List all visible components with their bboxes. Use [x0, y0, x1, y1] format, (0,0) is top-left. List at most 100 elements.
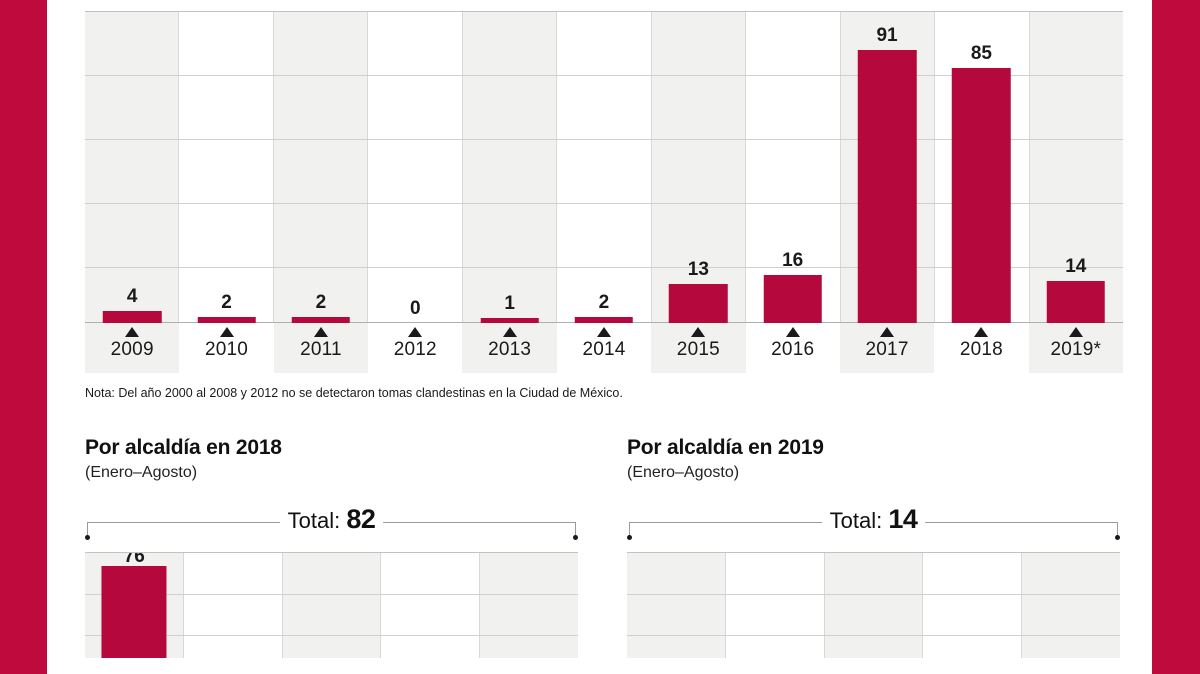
chart-column-2013: [462, 11, 558, 323]
x-axis-label-2010: 2010: [205, 339, 249, 360]
total-bracket-row: Total: 14: [627, 504, 1120, 546]
bar-value-2016: 16: [782, 250, 804, 271]
bar-cell-2014: 2: [557, 11, 651, 323]
panel-subtitle: (Enero–Agosto): [627, 464, 740, 481]
bar-2016: [763, 275, 822, 323]
bracket-tick-right: [575, 522, 576, 537]
chart-x-axis: 2009 2010 2011 2012 2013 2014 2015 2016 2017 2018…: [85, 323, 1123, 373]
bracket-dot-right: [1115, 535, 1120, 540]
chart-column-2015: [651, 11, 747, 323]
left-accent-band: [0, 0, 47, 674]
x-axis-cell-2015: 2015: [651, 323, 746, 373]
gridline-2: [85, 139, 1123, 140]
chart-bars: 4 2 2 0 1 2 13 16 91 85 14: [85, 11, 1123, 323]
subchart-bar-cell-5: [479, 553, 578, 658]
total-bracket-row: Total: 82: [85, 504, 578, 546]
bar-2013: [480, 318, 539, 323]
x-axis-cell-2010: 2010: [179, 323, 274, 373]
chart-column-2019*: [1029, 11, 1123, 323]
total-text: Total: 14: [821, 504, 926, 535]
x-axis-cell-2012: 2012: [368, 323, 463, 373]
x-axis-cell-2016: 2016: [745, 323, 840, 373]
bar-2017: [857, 50, 917, 323]
bracket-line-left: [87, 522, 302, 523]
subchart-column-5: [1022, 553, 1120, 658]
subchart-column-1: [627, 553, 726, 658]
bar-value-2015: 13: [687, 259, 709, 280]
triangle-marker-icon: [408, 327, 423, 337]
bar-value-2012: 0: [409, 298, 421, 319]
panel-2019: Por alcaldía en 2019 (Enero–Agosto) Tota…: [627, 436, 1120, 658]
chart-note: Nota: Del año 2000 al 2008 y 2012 no se …: [85, 386, 623, 400]
bar-2009: [102, 311, 162, 323]
subchart-gridline-0: [85, 594, 578, 595]
x-axis-label-2015: 2015: [676, 339, 720, 360]
subchart-bar-cell-4: [381, 553, 480, 658]
subchart-bars: [627, 553, 1120, 658]
x-axis-label-2014: 2014: [582, 339, 626, 360]
bracket-line-right: [361, 522, 576, 523]
bar-2018: [952, 68, 1011, 323]
subchart-column-3: [282, 553, 382, 658]
subchart-bars: 76: [85, 553, 578, 658]
bar-cell-2009: 4: [85, 11, 179, 323]
x-axis-label-2013: 2013: [488, 339, 532, 360]
subchart-column-5: [480, 553, 578, 658]
chart-column-2014: [557, 11, 652, 323]
triangle-marker-icon: [313, 327, 328, 337]
subchart-column-4: [923, 553, 1023, 658]
bar-cell-2013: 1: [462, 11, 556, 323]
subchart-bar-cell-2: [184, 553, 283, 658]
subchart-column-2: [183, 553, 283, 658]
bar-value-2011: 2: [315, 292, 327, 313]
x-axis-cell-2013: 2013: [462, 323, 557, 373]
bracket-tick-left: [87, 522, 88, 537]
bar-cell-2011: 2: [274, 11, 368, 323]
chart-column-2012: [368, 11, 463, 323]
subchart-bar-cell-3: [282, 553, 381, 658]
x-axis-label-2016: 2016: [771, 339, 815, 360]
chart-column-2009: [85, 11, 180, 323]
bar-value-2010: 2: [221, 292, 232, 313]
subchart-bar-cell-2: [726, 553, 825, 658]
bar-cell-2010: 2: [179, 11, 273, 323]
bar-value-2014: 2: [598, 292, 610, 313]
triangle-marker-icon: [502, 327, 517, 337]
gridline-4: [85, 267, 1123, 268]
subchart-column-3: [824, 553, 924, 658]
bar-2015: [669, 284, 728, 323]
triangle-marker-icon: [596, 327, 611, 337]
triangle-marker-icon: [1068, 327, 1083, 337]
triangle-marker-icon: [880, 327, 895, 337]
bracket-line-right: [900, 522, 1118, 523]
x-axis-label-2017: 2017: [865, 339, 909, 360]
chart-column-2010: [179, 11, 274, 323]
bracket: [627, 522, 1120, 540]
bar-cell-2015: 13: [651, 11, 745, 323]
bar-value-2017: 91: [876, 25, 898, 46]
panel-title: Por alcaldía en 2019: [627, 436, 824, 459]
triangle-marker-icon: [691, 327, 706, 337]
bar-cell-2016: 16: [746, 11, 840, 323]
subchart-bar-cell-5: [1021, 553, 1120, 658]
bar-2014: [574, 317, 634, 323]
bracket-tick-left: [629, 522, 630, 537]
bar-cell-2012: 0: [368, 11, 462, 323]
subchart-gridline-0: [627, 594, 1120, 595]
bar-2010: [197, 317, 256, 323]
triangle-marker-icon: [785, 327, 800, 337]
total-value: 82: [346, 504, 376, 534]
yearly-bar-chart: 4 2 2 0 1 2 13 16 91 85 14: [85, 11, 1123, 323]
total-text: Total: 82: [279, 504, 384, 535]
total-label: Total:: [829, 508, 883, 533]
triangle-marker-icon: [974, 327, 989, 337]
subchart-bar-cell-1: [627, 553, 726, 658]
gridline-1: [85, 75, 1123, 76]
x-axis-cell-2018: 2018: [934, 323, 1029, 373]
bar-value-2018: 85: [970, 43, 992, 64]
triangle-marker-icon: [219, 327, 234, 337]
subchart-bar-value-1: 76: [123, 552, 145, 567]
subchart-gridline-1: [627, 635, 1120, 636]
x-axis-label-2018: 2018: [959, 339, 1003, 360]
